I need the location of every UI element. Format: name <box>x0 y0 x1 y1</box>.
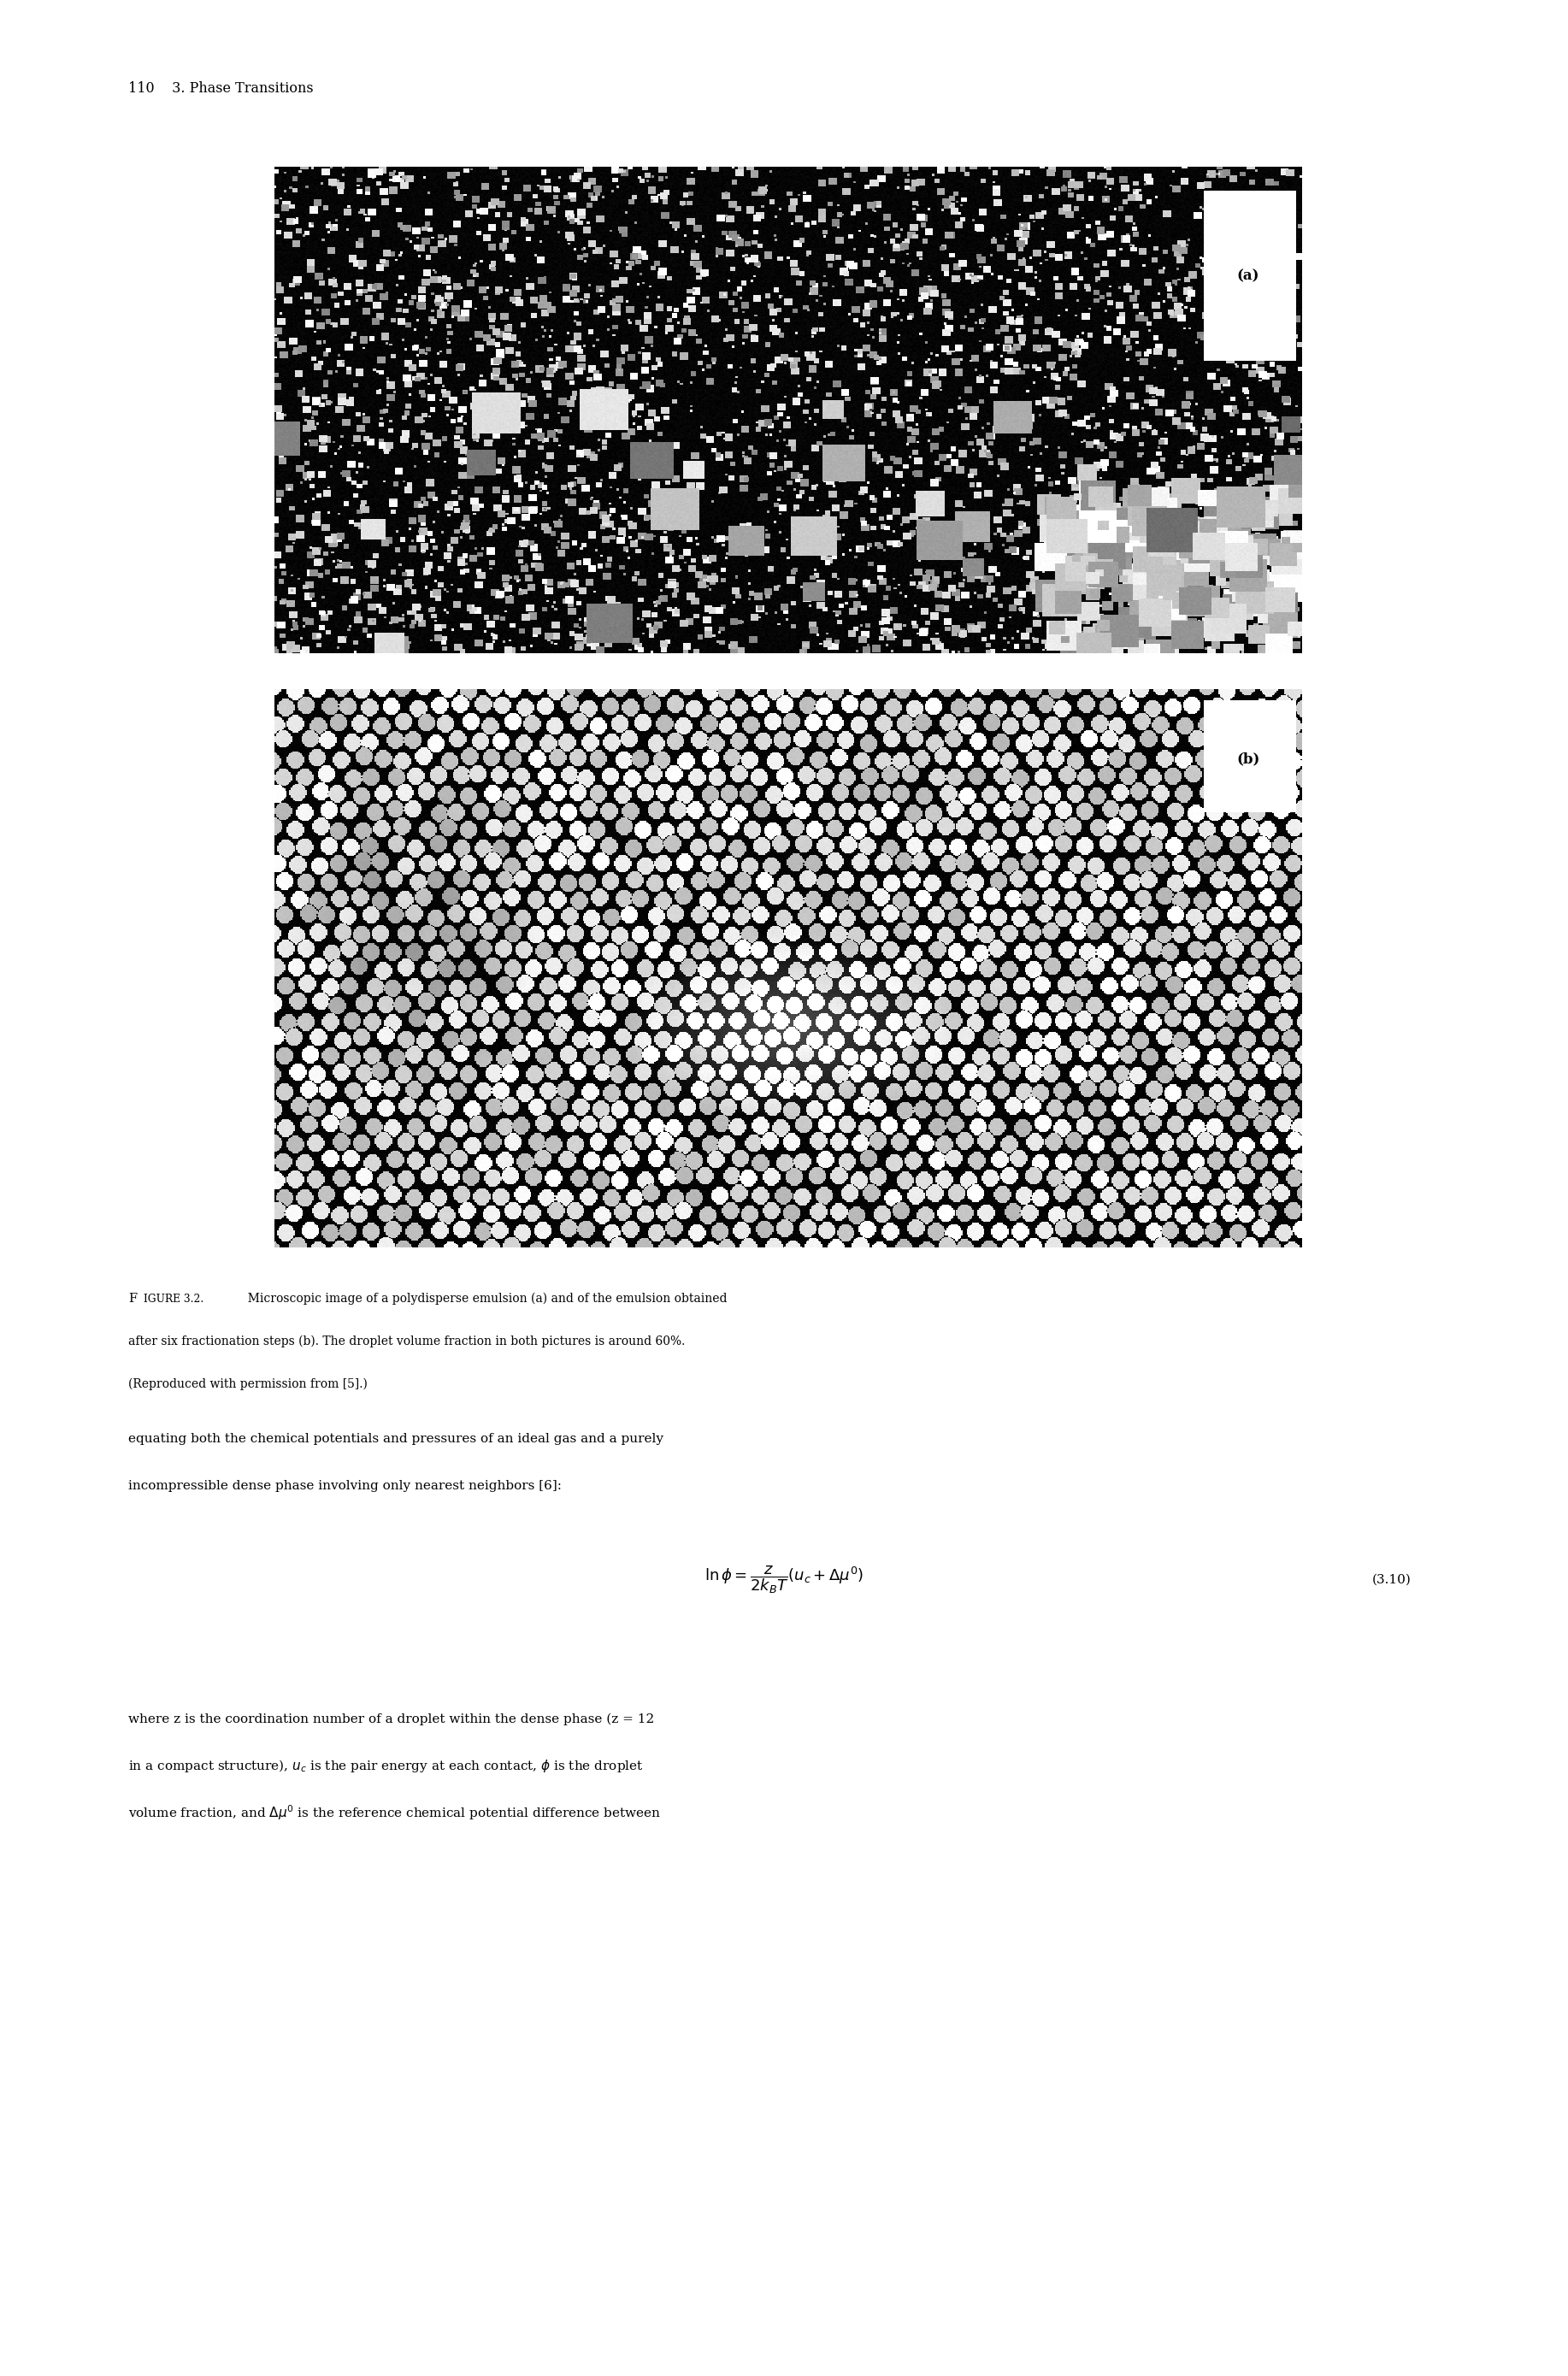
Text: after six fractionation steps (b). The droplet volume fraction in both pictures : after six fractionation steps (b). The d… <box>129 1335 685 1347</box>
Text: where z is the coordination number of a droplet within the dense phase (z = 12: where z is the coordination number of a … <box>129 1713 654 1725</box>
Text: F: F <box>129 1293 138 1304</box>
Text: 110    3. Phase Transitions: 110 3. Phase Transitions <box>129 81 314 95</box>
Text: incompressible dense phase involving only nearest neighbors [6]:: incompressible dense phase involving onl… <box>129 1480 561 1492</box>
Text: (b): (b) <box>1236 751 1259 765</box>
Bar <box>1204 701 1297 813</box>
Text: equating both the chemical potentials and pressures of an ideal gas and a purely: equating both the chemical potentials an… <box>129 1433 663 1445</box>
Text: $\ln \phi = \dfrac{z}{2k_B T}(u_c + \Delta\mu^0)$: $\ln \phi = \dfrac{z}{2k_B T}(u_c + \Del… <box>704 1563 864 1597</box>
Bar <box>1204 190 1297 361</box>
Text: IGURE 3.2.: IGURE 3.2. <box>144 1293 204 1304</box>
Text: Microscopic image of a polydisperse emulsion (a) and of the emulsion obtained: Microscopic image of a polydisperse emul… <box>240 1293 728 1304</box>
Text: (Reproduced with permission from [5].): (Reproduced with permission from [5].) <box>129 1378 368 1390</box>
Text: in a compact structure), $u_c$ is the pair energy at each contact, $\phi$ is the: in a compact structure), $u_c$ is the pa… <box>129 1758 644 1775</box>
Text: volume fraction, and $\Delta\mu^0$ is the reference chemical potential differenc: volume fraction, and $\Delta\mu^0$ is th… <box>129 1803 662 1822</box>
Text: (3.10): (3.10) <box>1372 1573 1411 1587</box>
Text: (a): (a) <box>1237 268 1259 283</box>
